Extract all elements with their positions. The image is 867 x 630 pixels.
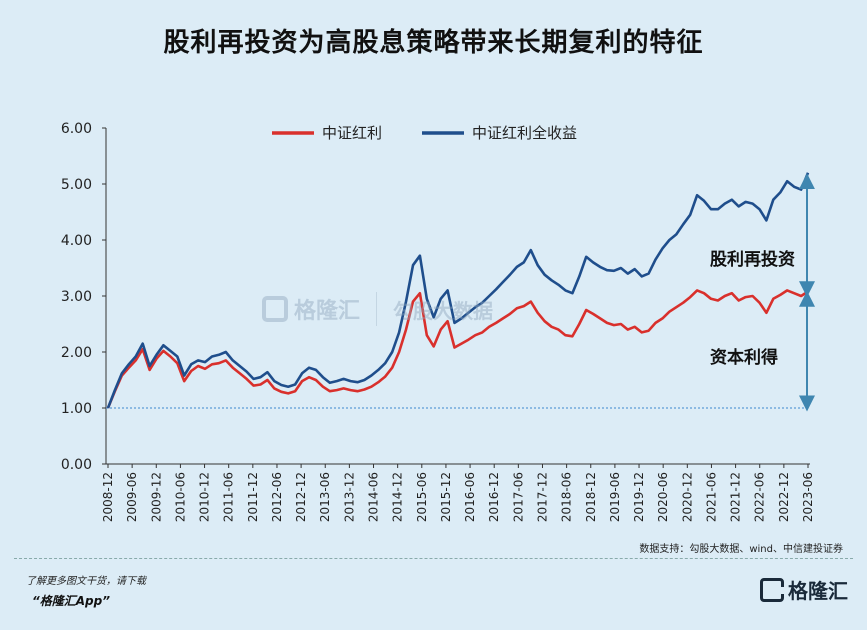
y-tick-label: 0.00 bbox=[61, 457, 92, 473]
y-tick-label: 3.00 bbox=[61, 289, 92, 305]
y-tick-label: 5.00 bbox=[61, 177, 92, 193]
x-tick-label: 2014-12 bbox=[391, 472, 405, 522]
x-tick-label: 2015-12 bbox=[439, 472, 453, 522]
x-tick-label: 2014-06 bbox=[367, 472, 381, 522]
x-tick-label: 2012-06 bbox=[270, 472, 284, 522]
y-tick-label: 1.00 bbox=[61, 401, 92, 417]
y-tick-label: 2.00 bbox=[61, 345, 92, 361]
legend: 中证红利 中证红利全收益 bbox=[272, 124, 577, 142]
x-tick-label: 2013-12 bbox=[342, 472, 356, 522]
source-note: 数据支持：勾股大数据、wind、中信建投证券 bbox=[639, 544, 843, 555]
x-tick-label: 2010-06 bbox=[173, 472, 187, 522]
watermark: 格隆汇 勾股大数据 bbox=[262, 292, 493, 326]
y-tick-label: 6.00 bbox=[61, 121, 92, 137]
watermark-separator bbox=[376, 292, 378, 326]
series-line bbox=[106, 289, 809, 409]
x-tick-label: 2021-12 bbox=[729, 472, 743, 522]
x-tick-label: 2023-06 bbox=[801, 472, 815, 522]
footer-divider bbox=[14, 558, 853, 559]
y-tick-labels: 0.00 1.00 2.00 3.00 4.00 5.00 6.00 bbox=[61, 121, 106, 473]
brand-name: 格隆汇 bbox=[788, 579, 848, 603]
x-tick-label: 2009-06 bbox=[125, 472, 139, 522]
series-lines bbox=[106, 172, 810, 409]
x-tick-label: 2011-12 bbox=[246, 472, 260, 522]
legend-label: 中证红利 bbox=[322, 124, 382, 142]
x-tick-label: 2019-12 bbox=[632, 472, 646, 522]
x-tick-label: 2016-06 bbox=[463, 472, 477, 522]
annotation-capital: 资本利得 bbox=[710, 347, 778, 368]
x-tick-label: 2019-06 bbox=[608, 472, 622, 522]
x-tick-label: 2020-12 bbox=[680, 472, 694, 522]
series-line bbox=[106, 172, 810, 409]
watermark-brand: 格隆汇 bbox=[294, 299, 361, 324]
x-tick-label: 2017-06 bbox=[511, 472, 525, 522]
legend-label: 中证红利全收益 bbox=[472, 124, 577, 142]
x-tick-label: 2012-12 bbox=[294, 472, 308, 522]
watermark-logo-icon bbox=[262, 296, 288, 322]
y-tick-label: 4.00 bbox=[61, 233, 92, 249]
x-tick-label: 2017-12 bbox=[535, 472, 549, 522]
promo-text: 了解更多图文干货，请下载 bbox=[26, 576, 146, 587]
x-tick-labels: 2008-12 2009-06 2009-12 2010-06 2010-12 2011-… bbox=[101, 464, 815, 522]
brand-logo-icon bbox=[760, 577, 784, 602]
x-tick-label: 2022-06 bbox=[753, 472, 767, 522]
x-tick-label: 2018-06 bbox=[560, 472, 574, 522]
x-tick-label: 2009-12 bbox=[149, 472, 163, 522]
x-tick-label: 2020-06 bbox=[656, 472, 670, 522]
x-tick-label: 2015-06 bbox=[415, 472, 429, 522]
x-tick-label: 2013-06 bbox=[318, 472, 332, 522]
brand-logo[interactable]: 格隆汇 bbox=[760, 575, 848, 604]
x-tick-label: 2011-06 bbox=[222, 472, 236, 522]
x-tick-label: 2010-12 bbox=[198, 472, 212, 522]
x-tick-label: 2008-12 bbox=[101, 472, 115, 522]
x-tick-label: 2022-12 bbox=[777, 472, 791, 522]
x-tick-label: 2016-12 bbox=[487, 472, 501, 522]
line-chart: 0.00 1.00 2.00 3.00 4.00 5.00 6.00 2008-12 2009… bbox=[61, 121, 815, 522]
x-tick-label: 2021-06 bbox=[704, 472, 718, 522]
promo-app-name: “格隆汇App” bbox=[32, 594, 110, 608]
chart-title: 股利再投资为高股息策略带来长期复利的特征 bbox=[163, 28, 704, 58]
x-tick-label: 2018-12 bbox=[584, 472, 598, 522]
annotation-dividend: 股利再投资 bbox=[710, 249, 795, 270]
watermark-text: 勾股大数据 bbox=[393, 298, 494, 323]
